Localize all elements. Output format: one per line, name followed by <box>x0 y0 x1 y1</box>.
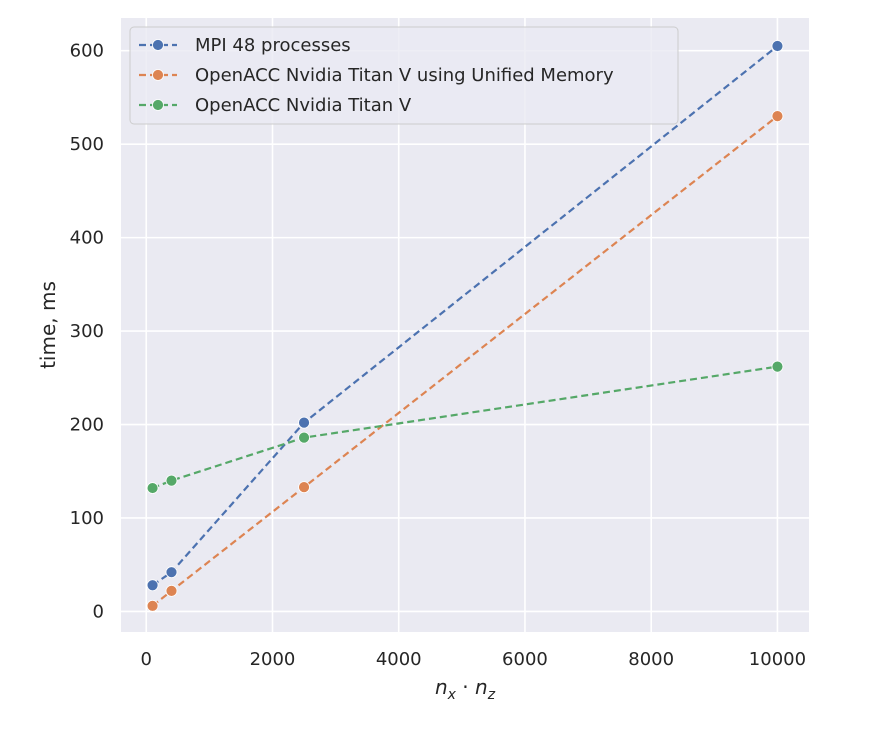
y-tick-label: 0 <box>93 601 104 622</box>
y-tick-label: 100 <box>70 508 104 529</box>
x-axis-label-base2: n <box>475 675 488 699</box>
y-tick-label: 600 <box>70 41 104 62</box>
y-axis-label: time, ms <box>36 281 60 369</box>
y-tick-label: 500 <box>70 134 104 155</box>
legend-frame <box>129 26 679 125</box>
x-tick-label: 2000 <box>250 649 296 670</box>
legend-label: OpenACC Nvidia Titan V using Unified Mem… <box>195 65 614 86</box>
x-tick-label: 8000 <box>628 649 674 670</box>
series-line <box>152 365 778 490</box>
data-point <box>146 599 159 612</box>
legend-swatch-marker <box>152 69 164 81</box>
legend-label: MPI 48 processes <box>195 35 351 56</box>
x-axis-label-operator: · <box>456 675 475 699</box>
data-point <box>771 360 784 373</box>
x-axis-label: nx · nz <box>435 675 496 703</box>
data-point <box>771 110 784 123</box>
data-point <box>146 482 159 494</box>
series-layer <box>146 40 784 612</box>
y-tick-label: 300 <box>70 321 104 342</box>
y-tick-label: 400 <box>70 228 104 249</box>
legend-swatch-marker <box>152 39 164 51</box>
data-point <box>298 481 310 494</box>
legend-label: OpenACC Nvidia Titan V <box>195 95 412 116</box>
x-axis-label-base1: n <box>435 675 448 699</box>
x-tick-label: 4000 <box>376 649 422 670</box>
data-point <box>146 579 159 592</box>
x-axis-label-sub1: x <box>447 687 457 703</box>
x-tick-labels: 0 2000 4000 6000 8000 10000 <box>141 649 807 670</box>
series-line <box>151 45 779 587</box>
series <box>146 360 784 494</box>
series-line <box>151 115 779 607</box>
series <box>146 40 784 592</box>
x-tick-label: 6000 <box>502 649 548 670</box>
data-point <box>298 431 310 444</box>
data-point <box>165 566 178 579</box>
x-tick-label: 10000 <box>749 649 806 670</box>
legend-swatch-marker <box>152 99 164 111</box>
y-tick-label: 200 <box>70 415 104 436</box>
x-tick-label: 0 <box>141 649 152 670</box>
data-point <box>165 584 178 597</box>
x-axis-label-sub2: z <box>487 687 496 703</box>
data-point <box>298 416 310 429</box>
data-point <box>771 40 784 52</box>
legend: MPI 48 processes OpenACC Nvidia Titan V u… <box>129 26 679 125</box>
y-tick-labels: 0 100 200 300 400 500 600 <box>70 41 104 623</box>
data-point <box>165 474 178 487</box>
series <box>146 110 784 612</box>
